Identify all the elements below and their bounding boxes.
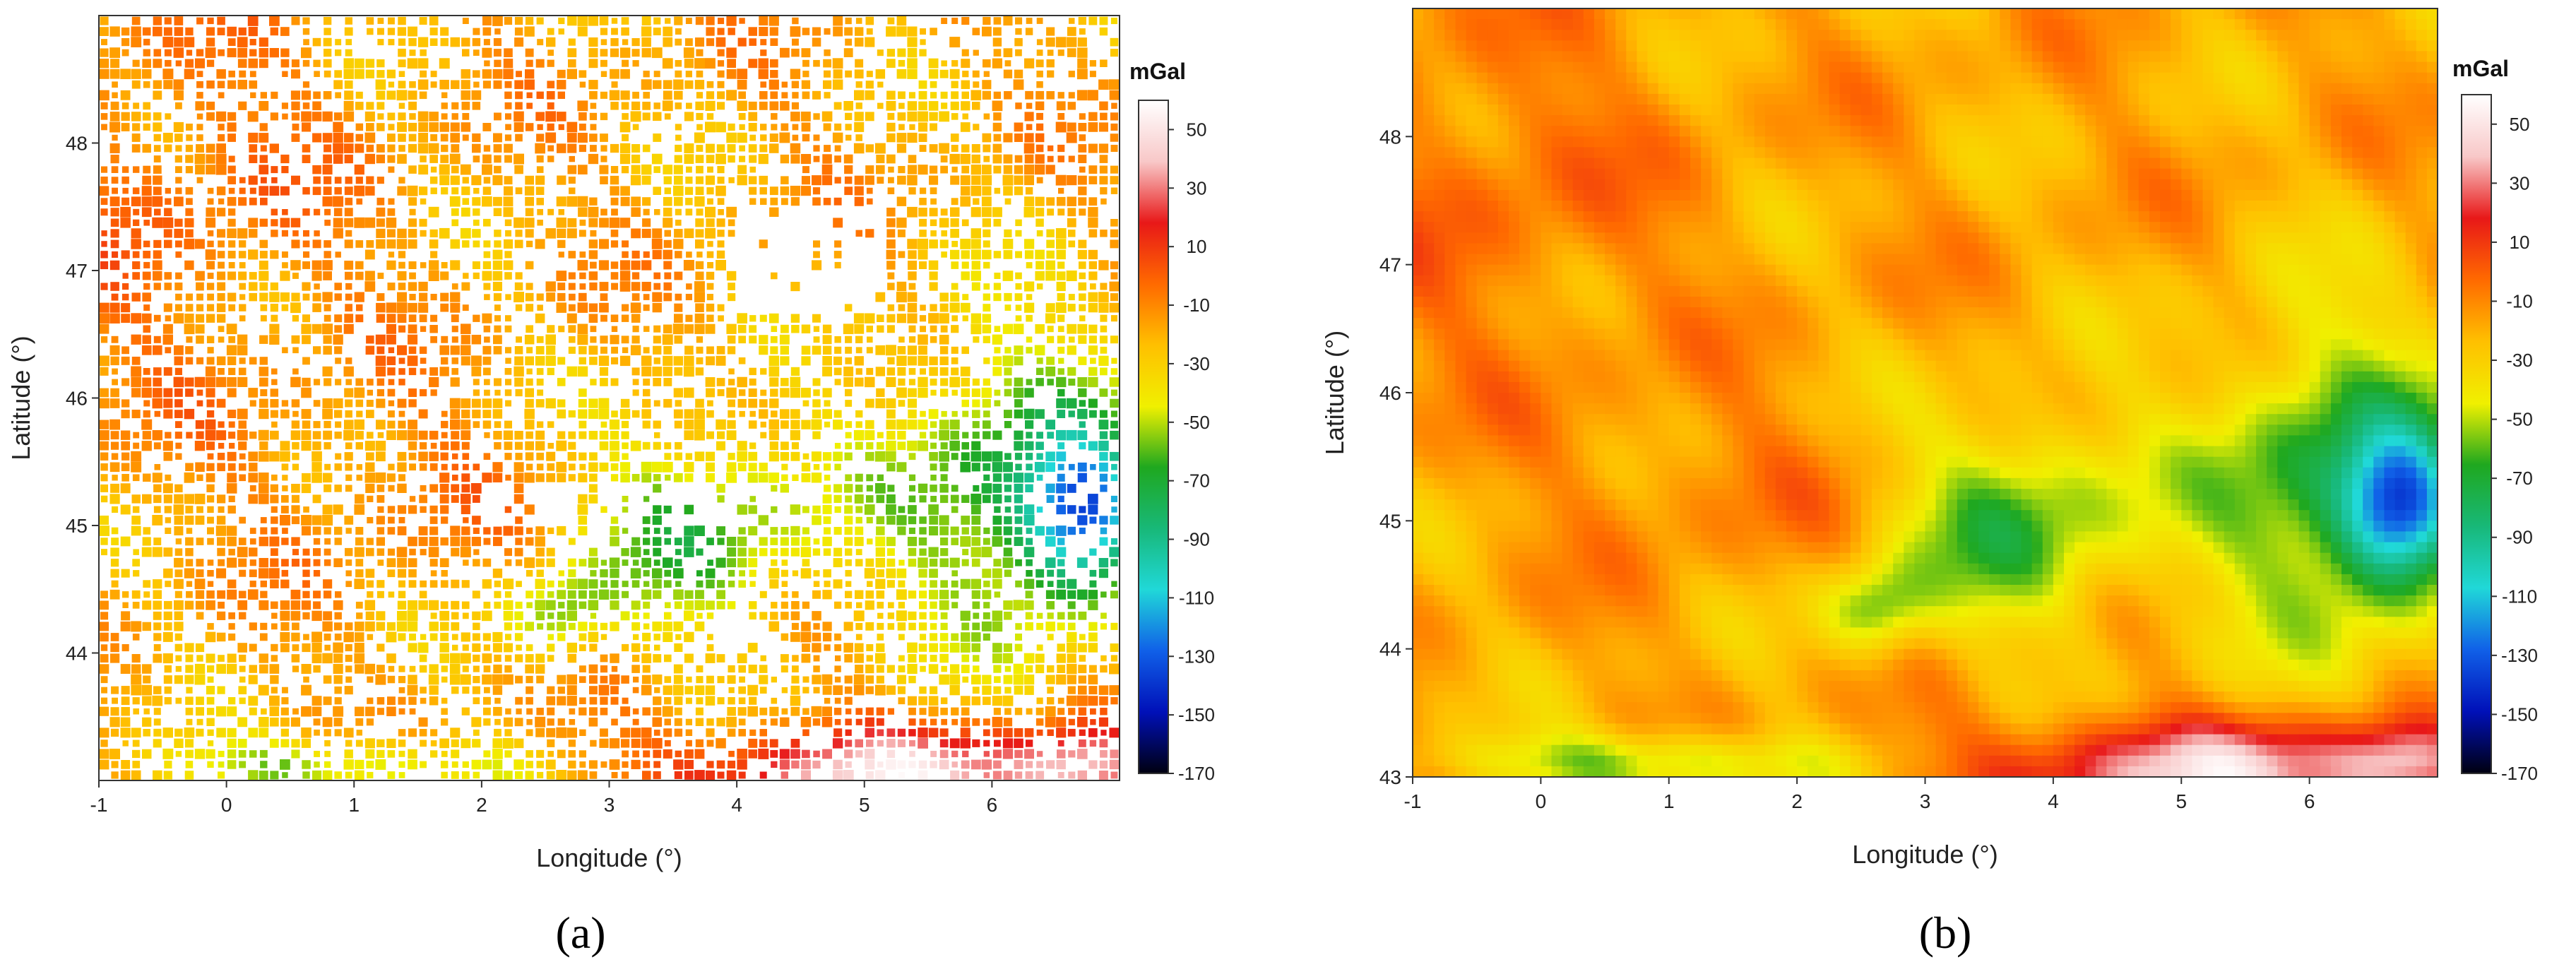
panel-a: -1 0 1 2 3 4 5 6 44 45 46 47 48 Longitude (°) Latitude… — [6, 15, 1215, 958]
colorbar-tick-label: -30 — [1183, 353, 1210, 374]
colorbar-tick-label: 50 — [2510, 114, 2530, 135]
colorbar-tick-label: -170 — [1178, 763, 1215, 784]
colorbar-tick-label: -110 — [1179, 587, 1214, 608]
colorbar-tick-label: -90 — [2506, 527, 2533, 548]
y-tick-label: 44 — [1379, 639, 1401, 660]
x-tick-label: 5 — [2176, 790, 2187, 812]
map-raster-b — [1413, 8, 2438, 778]
colorbar-tick-label: 30 — [2510, 172, 2530, 194]
y-tick-label: 47 — [1379, 254, 1401, 276]
colorbar-tick-label: 10 — [1187, 236, 1207, 257]
x-tick-label: 1 — [1663, 790, 1675, 812]
colorbar-unit: mGal — [2452, 56, 2509, 81]
x-tick-label: 2 — [1791, 790, 1803, 812]
colorbar-tick-label: -10 — [2506, 290, 2533, 311]
x-tick-label: -1 — [1404, 790, 1422, 812]
x-axis-title: Longitude (°) — [1852, 840, 1998, 869]
y-tick-label: 45 — [66, 515, 88, 537]
colorbar-tick-label: -50 — [1183, 412, 1210, 433]
x-tick-label: -1 — [90, 794, 108, 816]
y-tick-label: 43 — [1379, 766, 1401, 788]
colorbar-tick-label: -170 — [2501, 763, 2538, 784]
y-tick-label: 46 — [66, 388, 88, 410]
colorbar-tick-label: -110 — [2502, 586, 2537, 607]
x-tick-label: 6 — [2304, 790, 2315, 812]
panel-b: -1 0 1 2 3 4 5 6 43 44 45 46 47 48 Longitude (°) Latitu… — [1288, 0, 2576, 974]
panel-label-a: (a) — [555, 908, 605, 958]
y-tick-label: 45 — [1379, 510, 1401, 532]
y-tick-label: 46 — [1379, 382, 1401, 404]
colorbar-b — [2461, 94, 2492, 774]
x-tick-label: 4 — [731, 794, 742, 816]
x-tick-label: 4 — [2048, 790, 2059, 812]
colorbar-tick-label: -150 — [1178, 704, 1215, 725]
colorbar-tick-label: -70 — [2506, 468, 2533, 489]
colorbar-unit: mGal — [1129, 59, 1186, 84]
colorbar-tick-label: -70 — [1183, 470, 1210, 492]
x-tick-label: 2 — [476, 794, 487, 816]
y-tick-label: 48 — [1379, 126, 1401, 148]
colorbar-tick-label: -90 — [1183, 529, 1210, 550]
y-tick-label: 48 — [66, 133, 88, 155]
panel-label-b: (b) — [1919, 908, 1972, 958]
y-tick-label: 44 — [66, 643, 88, 665]
y-axis-title: Latitude (°) — [1320, 331, 1349, 455]
x-tick-label: 6 — [987, 794, 998, 816]
colorbar-tick-label: -130 — [1178, 646, 1215, 667]
x-tick-label: 3 — [1920, 790, 1931, 812]
colorbar-tick-label: -50 — [2506, 409, 2533, 430]
x-tick-label: 0 — [221, 794, 232, 816]
x-tick-label: 3 — [604, 794, 615, 816]
x-axis-title: Longitude (°) — [536, 843, 682, 872]
x-tick-label: 1 — [348, 794, 360, 816]
x-tick-label: 0 — [1536, 790, 1547, 812]
colorbar-tick-label: 10 — [2510, 232, 2530, 253]
y-tick-label: 47 — [66, 260, 88, 282]
x-tick-label: 5 — [859, 794, 870, 816]
colorbar-tick-label: -130 — [2501, 645, 2538, 666]
colorbar-tick-label: -10 — [1183, 295, 1210, 316]
colorbar-tick-label: -150 — [2501, 703, 2538, 725]
colorbar-tick-label: -30 — [2506, 350, 2533, 371]
y-axis-title: Latitude (°) — [6, 335, 35, 460]
colorbar-tick-label: 30 — [1187, 177, 1207, 198]
map-raster-a — [99, 16, 1120, 780]
colorbar-tick-label: 50 — [1187, 119, 1207, 140]
colorbar-a — [1138, 100, 1169, 774]
